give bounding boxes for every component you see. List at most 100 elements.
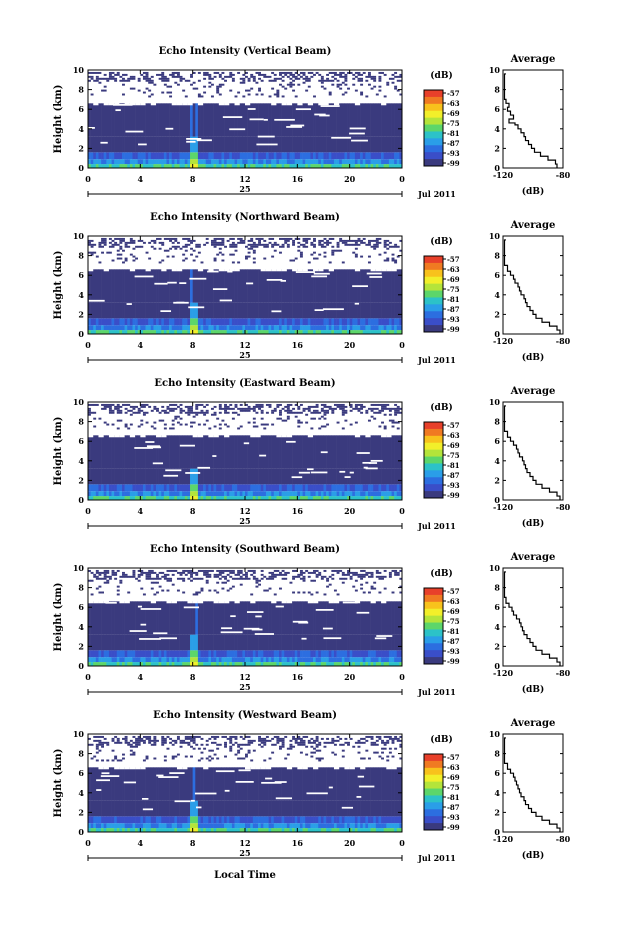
average-y-tick-label: 4 [494, 290, 500, 300]
x-tick-label: 20 [344, 340, 356, 350]
average-x-tick-label: -120 [493, 668, 513, 678]
x-tick-label: 8 [190, 174, 196, 184]
colorbar-tick-label: -75 [447, 617, 460, 626]
heatmap-cells [88, 72, 402, 168]
colorbar-segment [424, 795, 443, 802]
average-x-tick-label: -120 [493, 170, 513, 180]
average-title: Average [510, 718, 556, 729]
y-tick-label: 2 [78, 641, 84, 651]
colorbar-tick-label: -57 [447, 753, 460, 762]
colorbar-segment [424, 616, 443, 623]
colorbar-tick-label: -81 [447, 627, 460, 636]
x-tick-label: 4 [138, 340, 144, 350]
panel-2: Echo Intensity (Northward Beam)0246810He… [53, 212, 571, 365]
average-profile-line [505, 240, 561, 334]
colorbar-tick-label: -87 [447, 471, 460, 480]
colorbar-tick-label: -99 [447, 657, 460, 666]
x-tick-label: 0 [85, 838, 91, 848]
colorbar-segment [424, 623, 443, 630]
x-day-label: 25 [239, 350, 250, 360]
x-tick-label: 0 [399, 506, 405, 516]
colorbar-segment [424, 588, 443, 595]
x-period-label: Jul 2011 [417, 189, 456, 199]
average-y-tick-label: 4 [494, 456, 500, 466]
colorbar-segment [424, 816, 443, 823]
colorbar-tick-label: -93 [447, 149, 460, 158]
colorbar-tick-label: -69 [447, 275, 460, 284]
x-tick-label: 12 [239, 174, 250, 184]
y-tick-label: 10 [73, 65, 85, 75]
colorbar-tick-label: -63 [447, 265, 460, 274]
colorbar-tick-label: -87 [447, 637, 460, 646]
colorbar-segment [424, 256, 443, 263]
average-title: Average [510, 54, 556, 65]
colorbar-tick-label: -75 [447, 783, 460, 792]
colorbar-segment [424, 422, 443, 429]
colorbar-segment [424, 429, 443, 436]
average-y-tick-label: 6 [494, 270, 500, 280]
y-axis-label: Height (km) [53, 251, 64, 320]
average-frame [503, 568, 563, 666]
colorbar-segment [424, 636, 443, 643]
colorbar-segment [424, 629, 443, 636]
colorbar-segment [424, 650, 443, 657]
colorbar-tick-label: -99 [447, 491, 460, 500]
colorbar-tick-label: -81 [447, 461, 460, 470]
colorbar-segment [424, 602, 443, 609]
average-x-tick-label: -80 [556, 834, 571, 844]
average-xlabel: (dB) [522, 518, 544, 529]
colorbar-segment [424, 809, 443, 816]
colorbar-tick-label: -75 [447, 119, 460, 128]
colorbar-segment [424, 159, 443, 166]
average-frame [503, 402, 563, 500]
y-tick-label: 4 [78, 124, 84, 134]
y-tick-label: 0 [78, 661, 84, 671]
average-profile-line [505, 572, 561, 666]
average-y-tick-label: 6 [494, 602, 500, 612]
colorbar-tick-label: -93 [447, 647, 460, 656]
colorbar-unit: (dB) [430, 734, 452, 745]
y-tick-label: 10 [73, 729, 85, 739]
y-tick-label: 2 [78, 807, 84, 817]
y-tick-label: 2 [78, 143, 84, 153]
average-x-tick-label: -80 [556, 502, 571, 512]
panel-title: Echo Intensity (Vertical Beam) [159, 46, 332, 57]
colorbar-segment [424, 761, 443, 768]
average-title: Average [510, 552, 556, 563]
average-y-tick-label: 4 [494, 124, 500, 134]
average-y-tick-label: 6 [494, 768, 500, 778]
x-tick-label: 12 [239, 340, 250, 350]
colorbar-tick-label: -81 [447, 129, 460, 138]
colorbar-tick-label: -81 [447, 295, 460, 304]
average-y-tick-label: 2 [494, 641, 500, 651]
x-tick-label: 8 [190, 838, 196, 848]
colorbar-segment [424, 436, 443, 443]
average-y-tick-label: 6 [494, 104, 500, 114]
average-y-tick-label: 2 [494, 475, 500, 485]
y-tick-label: 2 [78, 475, 84, 485]
colorbar-unit: (dB) [430, 402, 452, 413]
x-tick-label: 12 [239, 672, 250, 682]
colorbar-segment [424, 263, 443, 270]
average-y-tick-label: 2 [494, 143, 500, 153]
average-y-tick-label: 10 [489, 563, 501, 573]
y-tick-label: 8 [78, 417, 84, 427]
colorbar-tick-label: -57 [447, 255, 460, 264]
x-tick-label: 16 [292, 672, 304, 682]
colorbar-segment [424, 125, 443, 132]
y-tick-label: 10 [73, 231, 85, 241]
colorbar-segment [424, 118, 443, 125]
x-tick-label: 4 [138, 174, 144, 184]
average-x-tick-label: -80 [556, 668, 571, 678]
x-tick-label: 8 [190, 506, 196, 516]
colorbar-tick-label: -93 [447, 481, 460, 490]
x-period-label: Jul 2011 [417, 521, 456, 531]
average-y-tick-label: 8 [494, 583, 500, 593]
y-tick-label: 6 [78, 768, 84, 778]
colorbar-segment [424, 657, 443, 664]
panel-4: Echo Intensity (Southward Beam)0246810He… [53, 544, 571, 697]
y-tick-label: 4 [78, 788, 84, 798]
y-tick-label: 8 [78, 749, 84, 759]
y-axis-label: Height (km) [53, 417, 64, 486]
